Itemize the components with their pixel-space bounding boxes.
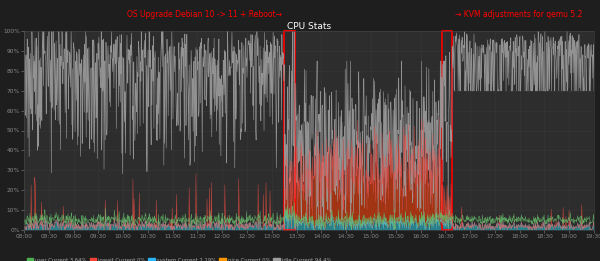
Bar [284,31,295,230]
Legend: user Current 3.64%, iowait Current 0%, system Current 2.19%, nice Current 0%, id: user Current 3.64%, iowait Current 0%, s… [26,258,331,261]
Text: → KVM adjustments for qemu 5.2: → KVM adjustments for qemu 5.2 [455,10,582,19]
Title: CPU Stats: CPU Stats [287,22,331,31]
Text: OS Upgrade Debian 10 -> 11 + Reboot→: OS Upgrade Debian 10 -> 11 + Reboot→ [127,10,281,19]
Bar [442,31,452,230]
